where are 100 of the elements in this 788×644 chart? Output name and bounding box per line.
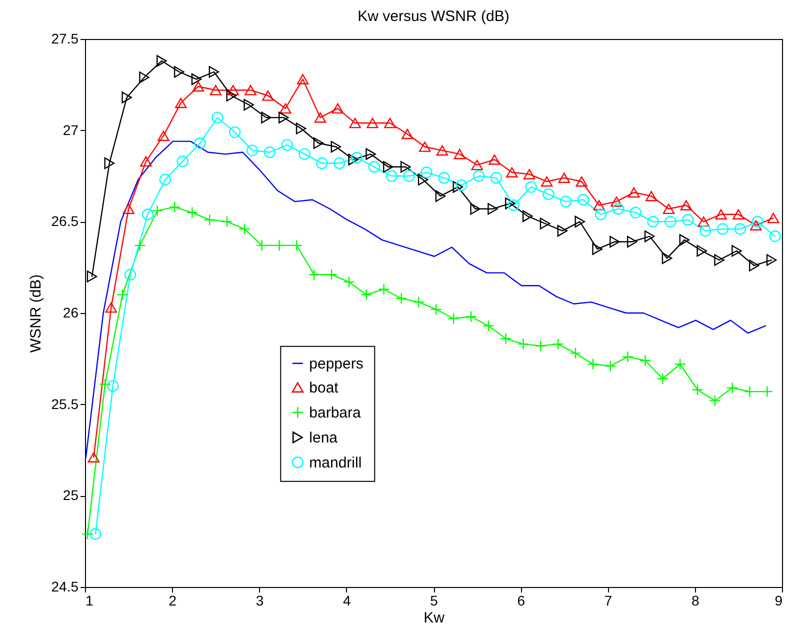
point <box>330 140 342 153</box>
point <box>395 292 408 304</box>
point <box>176 156 188 168</box>
point <box>159 174 171 186</box>
point <box>664 216 676 228</box>
line-series <box>85 140 766 458</box>
point <box>418 174 428 186</box>
point <box>465 310 477 322</box>
point <box>227 85 239 96</box>
point <box>523 169 536 180</box>
point <box>506 167 518 178</box>
y-tick-label: 25.5 <box>51 396 79 412</box>
x-tick-label: 3 <box>256 592 264 608</box>
x-tick-label: 6 <box>517 592 526 608</box>
point <box>122 204 134 214</box>
point <box>308 268 320 280</box>
point <box>732 209 744 220</box>
x-tick-label: 9 <box>774 592 783 608</box>
point <box>594 208 607 220</box>
point <box>116 288 128 301</box>
point <box>587 358 599 370</box>
point <box>384 118 396 128</box>
point <box>500 332 512 344</box>
y-tick-label: 26.5 <box>51 213 79 230</box>
point <box>454 148 466 160</box>
point <box>552 338 564 350</box>
legend-label: lena <box>309 429 338 446</box>
point <box>622 350 634 363</box>
point <box>403 170 415 182</box>
point <box>262 90 274 101</box>
point <box>151 204 164 217</box>
point <box>204 214 216 226</box>
point <box>744 386 756 398</box>
point <box>612 203 624 215</box>
point <box>400 161 411 173</box>
point <box>558 172 570 183</box>
x-tick-label: 7 <box>604 592 612 608</box>
point <box>578 194 590 206</box>
point <box>412 296 425 308</box>
point <box>557 224 568 237</box>
point <box>540 176 553 187</box>
y-axis-title: WSNR (dB) <box>27 274 44 353</box>
point <box>296 122 306 134</box>
point <box>134 240 146 252</box>
point <box>593 200 605 210</box>
point <box>82 528 94 540</box>
point <box>122 92 132 104</box>
point <box>645 190 658 202</box>
x-tick-label: 8 <box>691 592 700 608</box>
point <box>540 218 550 230</box>
point <box>715 209 727 220</box>
x-axis-title: Kw <box>424 610 445 626</box>
point <box>656 372 668 385</box>
point <box>734 223 746 235</box>
point <box>505 198 516 210</box>
point <box>610 236 620 248</box>
y-tick-label: 27.5 <box>51 30 79 46</box>
point <box>168 201 181 213</box>
y-tick-label: 25 <box>62 487 79 504</box>
chart-title: Kw versus WSNR (dB) <box>358 8 510 25</box>
point <box>298 148 310 160</box>
point <box>140 156 152 167</box>
point <box>766 254 777 266</box>
point <box>349 118 361 128</box>
point <box>418 142 431 152</box>
legend-label: barbara <box>309 404 362 422</box>
point <box>334 157 346 170</box>
point <box>752 216 764 228</box>
point <box>534 340 547 352</box>
point <box>264 146 276 158</box>
point <box>761 386 774 398</box>
point <box>610 196 622 207</box>
point <box>471 160 483 170</box>
point <box>630 206 642 218</box>
point <box>212 112 224 124</box>
point <box>488 154 500 165</box>
point <box>221 216 233 228</box>
point <box>692 384 704 396</box>
point <box>238 223 250 235</box>
point <box>436 145 448 156</box>
point <box>90 528 102 540</box>
legend-label: mandrill <box>309 454 362 472</box>
point <box>732 245 742 257</box>
point <box>316 157 328 170</box>
point <box>662 252 672 264</box>
point <box>139 72 150 84</box>
point <box>326 268 338 280</box>
x-tick-label: 5 <box>430 592 438 608</box>
point <box>576 176 588 187</box>
point <box>448 312 460 324</box>
point <box>420 166 432 178</box>
x-tick-label: 4 <box>342 592 351 608</box>
point <box>452 181 464 193</box>
point <box>296 74 309 84</box>
point <box>698 216 710 227</box>
point <box>360 288 372 301</box>
x-tick-label: 1 <box>86 592 94 608</box>
point <box>482 320 494 332</box>
point <box>769 230 781 242</box>
point <box>86 270 98 282</box>
